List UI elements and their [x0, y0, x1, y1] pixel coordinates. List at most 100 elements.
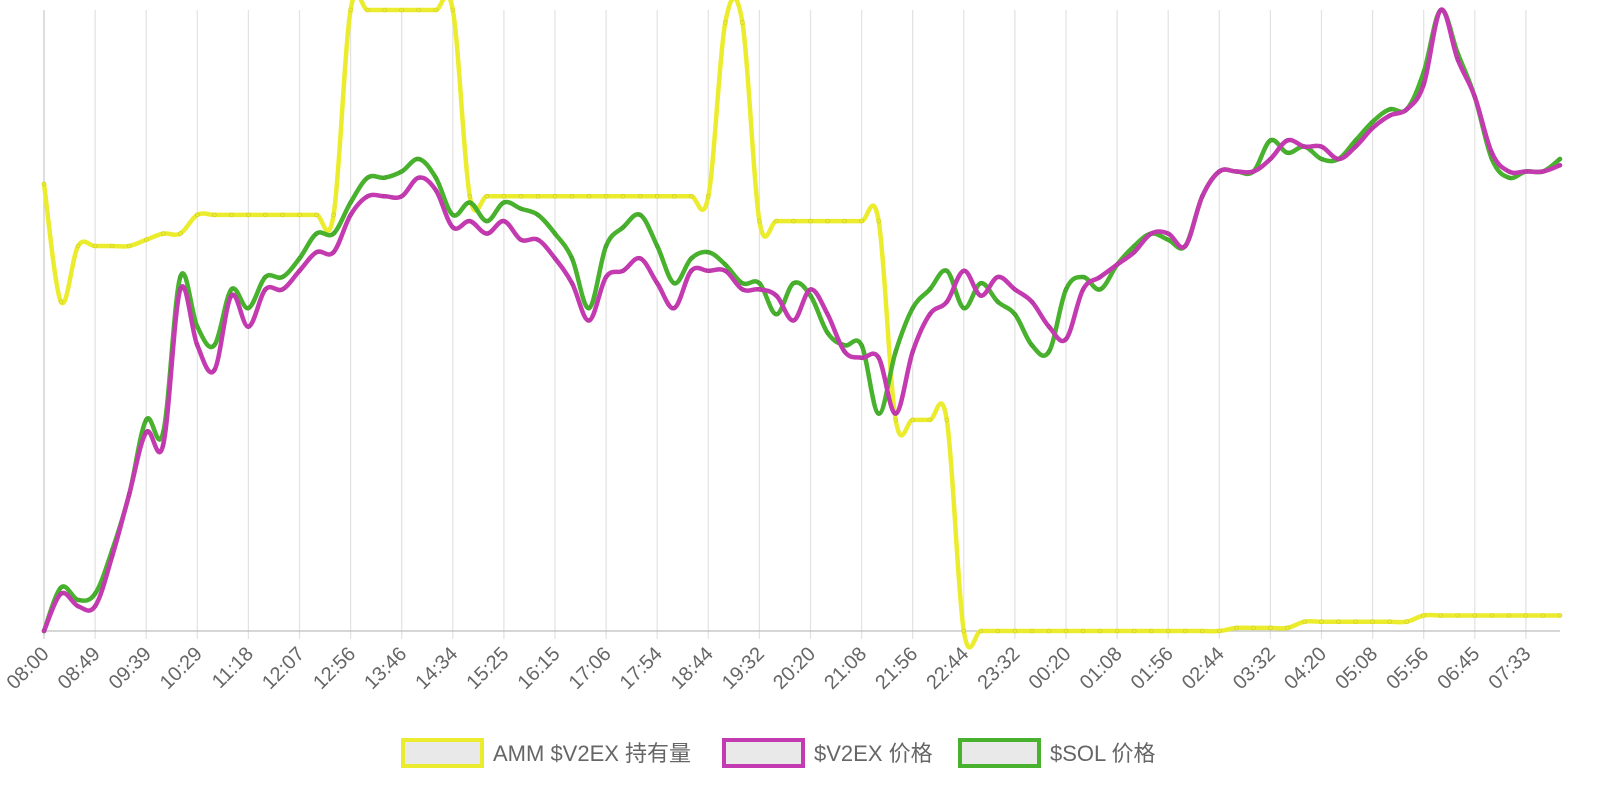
data-point[interactable] — [195, 324, 200, 330]
data-point[interactable] — [808, 287, 813, 292]
data-point[interactable] — [1319, 144, 1324, 149]
data-point[interactable] — [178, 274, 183, 280]
data-point[interactable] — [450, 7, 456, 13]
data-point[interactable] — [399, 169, 405, 174]
data-point[interactable] — [501, 218, 507, 224]
data-point[interactable] — [178, 231, 183, 236]
data-point[interactable] — [143, 429, 149, 435]
data-point[interactable] — [382, 175, 388, 180]
data-point[interactable] — [297, 256, 302, 261]
data-point[interactable] — [399, 7, 405, 13]
data-point[interactable] — [1506, 169, 1512, 174]
data-point[interactable] — [825, 218, 830, 224]
data-point[interactable] — [314, 212, 319, 218]
data-point[interactable] — [1438, 613, 1444, 618]
data-point[interactable] — [1489, 613, 1495, 618]
data-point[interactable] — [1557, 156, 1563, 162]
data-point[interactable] — [961, 305, 967, 311]
data-point[interactable] — [1200, 628, 1205, 634]
data-point[interactable] — [92, 591, 98, 597]
data-point[interactable] — [280, 212, 285, 218]
data-point[interactable] — [1472, 613, 1478, 618]
data-point[interactable] — [1302, 144, 1307, 149]
data-point[interactable] — [1029, 628, 1035, 634]
data-point[interactable] — [791, 280, 796, 286]
data-point[interactable] — [195, 342, 200, 348]
data-point[interactable] — [774, 218, 779, 224]
data-point[interactable] — [1319, 156, 1324, 162]
data-point[interactable] — [791, 318, 796, 323]
data-point[interactable] — [552, 194, 558, 199]
data-point[interactable] — [603, 274, 609, 280]
data-point[interactable] — [740, 20, 745, 25]
data-point[interactable] — [1370, 125, 1375, 131]
data-point[interactable] — [961, 268, 967, 274]
data-point[interactable] — [195, 212, 200, 218]
data-point[interactable] — [1046, 349, 1052, 354]
data-point[interactable] — [518, 237, 524, 243]
data-point[interactable] — [365, 7, 370, 13]
data-point[interactable] — [1438, 7, 1444, 13]
data-point[interactable] — [58, 299, 64, 305]
data-point[interactable] — [246, 324, 251, 330]
data-point[interactable] — [331, 212, 336, 218]
data-point[interactable] — [688, 268, 694, 274]
data-point[interactable] — [160, 442, 166, 448]
data-point[interactable] — [126, 243, 132, 249]
data-point[interactable] — [75, 243, 81, 249]
data-point[interactable] — [893, 349, 899, 354]
data-point[interactable] — [1268, 156, 1273, 162]
data-point[interactable] — [757, 287, 762, 292]
data-point[interactable] — [893, 417, 899, 423]
data-point[interactable] — [1557, 613, 1563, 618]
data-point[interactable] — [1183, 243, 1188, 249]
data-point[interactable] — [75, 603, 81, 609]
data-point[interactable] — [1234, 169, 1239, 174]
data-point[interactable] — [1523, 613, 1529, 618]
data-point[interactable] — [569, 256, 575, 261]
data-point[interactable] — [484, 231, 490, 236]
data-point[interactable] — [280, 274, 285, 280]
data-point[interactable] — [995, 274, 1001, 280]
data-point[interactable] — [774, 311, 779, 317]
data-point[interactable] — [229, 287, 234, 292]
data-point[interactable] — [75, 597, 81, 603]
data-point[interactable] — [92, 603, 98, 609]
data-point[interactable] — [1063, 628, 1069, 634]
data-point[interactable] — [1387, 619, 1392, 625]
data-point[interactable] — [433, 175, 439, 180]
data-point[interactable] — [58, 585, 64, 590]
data-point[interactable] — [1370, 619, 1375, 625]
data-point[interactable] — [92, 243, 98, 249]
data-point[interactable] — [722, 262, 728, 267]
data-point[interactable] — [1200, 194, 1205, 199]
data-point[interactable] — [637, 194, 643, 199]
data-point[interactable] — [143, 417, 149, 423]
data-point[interactable] — [433, 187, 439, 193]
data-point[interactable] — [671, 305, 677, 311]
data-point[interactable] — [740, 287, 745, 292]
data-point[interactable] — [1114, 262, 1120, 267]
data-point[interactable] — [876, 218, 882, 224]
data-point[interactable] — [1097, 287, 1103, 292]
data-point[interactable] — [1080, 287, 1086, 292]
data-point[interactable] — [126, 492, 132, 497]
data-point[interactable] — [58, 591, 64, 597]
data-point[interactable] — [143, 237, 149, 243]
data-point[interactable] — [1370, 119, 1375, 125]
data-point[interactable] — [825, 330, 830, 336]
data-point[interactable] — [705, 268, 711, 274]
data-point[interactable] — [1302, 619, 1307, 625]
data-point[interactable] — [1404, 107, 1409, 112]
data-point[interactable] — [808, 218, 813, 224]
data-point[interactable] — [1012, 628, 1018, 634]
data-point[interactable] — [705, 194, 711, 199]
data-point[interactable] — [859, 355, 864, 361]
data-point[interactable] — [382, 7, 388, 13]
data-point[interactable] — [1063, 287, 1069, 292]
data-point[interactable] — [859, 218, 864, 224]
data-point[interactable] — [620, 194, 626, 199]
data-point[interactable] — [757, 218, 762, 224]
data-point[interactable] — [535, 212, 541, 218]
data-point[interactable] — [1080, 628, 1086, 634]
